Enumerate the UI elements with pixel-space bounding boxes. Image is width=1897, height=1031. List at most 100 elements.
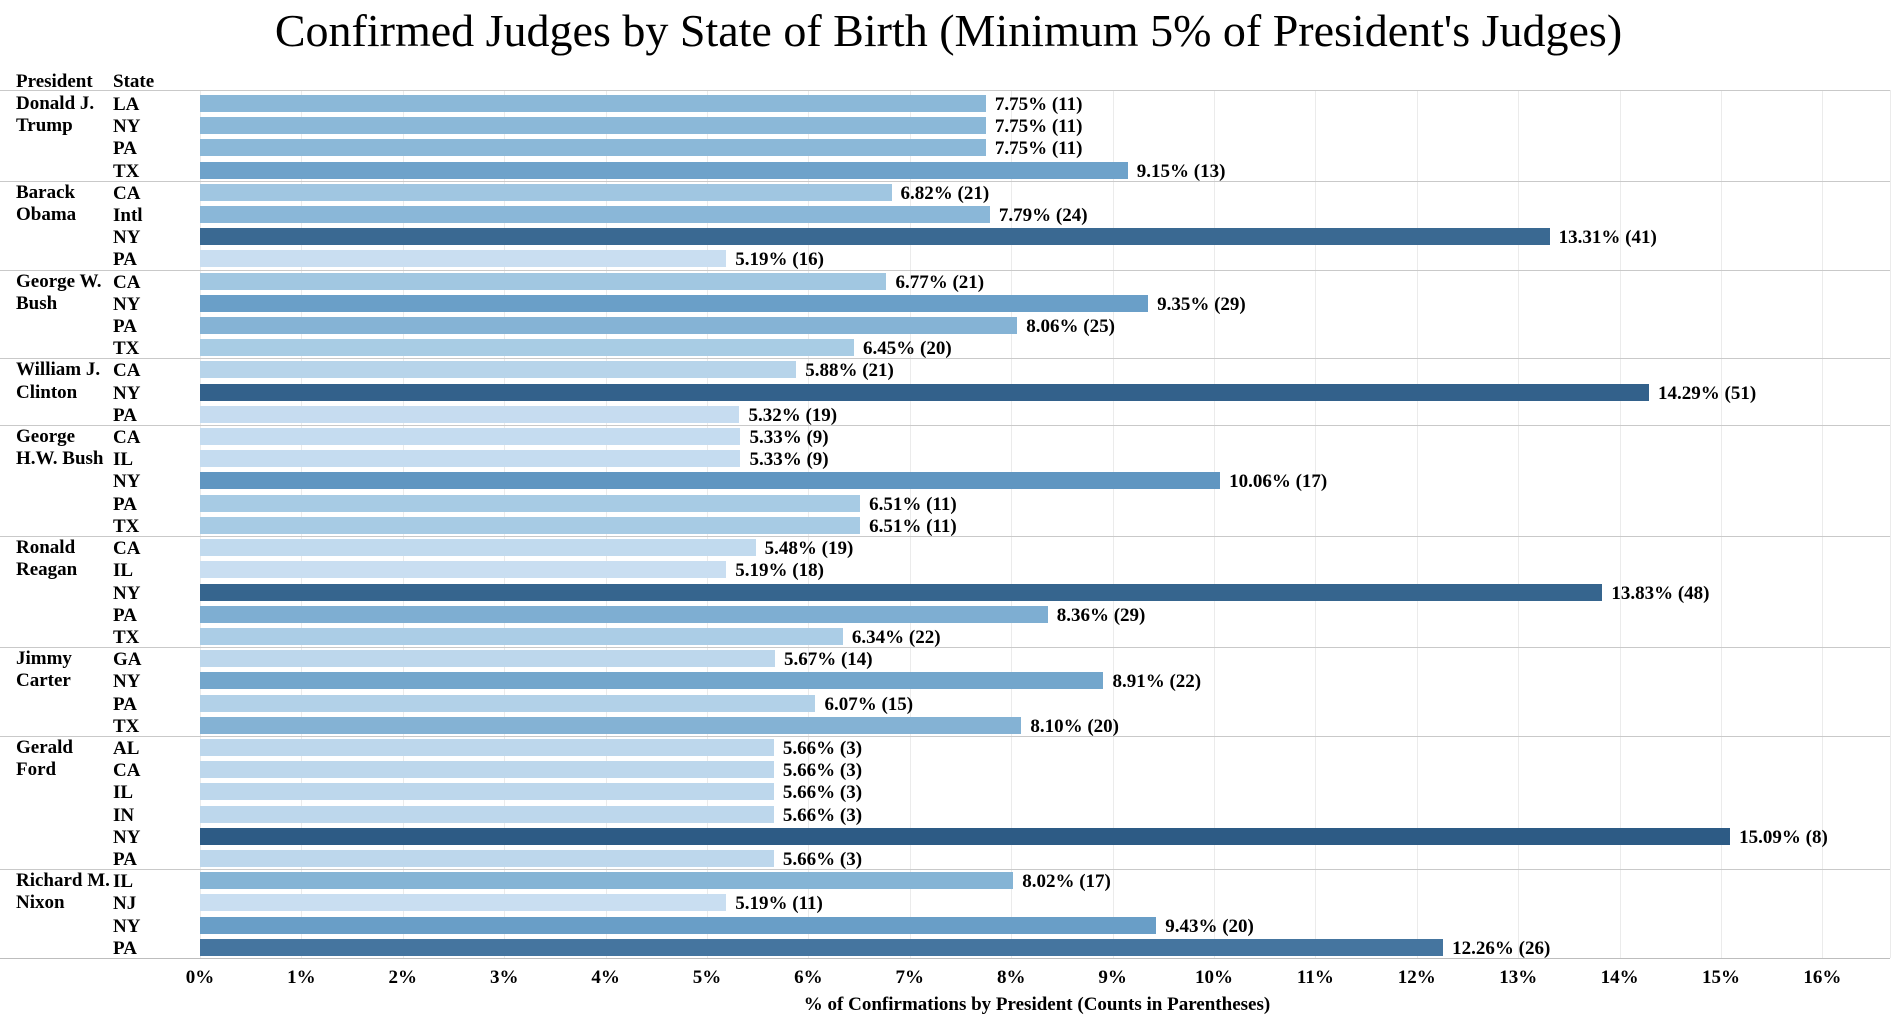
state-label: TX [113,160,140,182]
president-label: William J. Clinton [16,359,101,403]
gridline [1315,90,1317,958]
bar [200,716,1022,734]
group-separator [0,736,1890,737]
bar [200,250,727,268]
bar-value-label: 6.07% (15) [824,693,914,715]
bar-value-label: 5.66% (3) [782,848,863,870]
state-label: TX [113,626,140,648]
president-label: Barack Obama [16,181,77,226]
group-separator [0,425,1890,426]
x-tick-label: 6% [794,967,823,988]
x-axis-line [0,958,1890,959]
bar-value-label: 7.75% (11) [994,94,1083,115]
state-label: IL [113,560,134,582]
state-label: TX [113,338,140,360]
gridline [1822,90,1824,958]
bar [200,494,861,512]
bar [200,450,741,468]
state-label: NY [113,582,141,604]
president-label: George H.W. Bush [16,426,104,470]
bar-value-label: 10.06% (17) [1229,471,1328,493]
bar [200,405,740,423]
bar-value-label: 5.19% (11) [735,893,823,915]
bar [200,938,1444,956]
column-header-president: President [16,71,93,92]
state-label: NY [113,116,141,138]
state-label: NY [113,293,141,315]
bar [200,294,1149,312]
x-tick-label: 4% [591,967,620,988]
state-label: PA [113,249,137,271]
bar-value-label: 6.82% (21) [900,182,990,204]
bar-value-label: 8.10% (20) [1030,715,1119,737]
bar-value-label: 8.91% (22) [1112,671,1202,693]
state-label: PA [113,493,137,515]
group-separator [0,358,1890,359]
bar [200,206,990,224]
president-label: Donald J. Trump [16,93,95,137]
bar [200,605,1048,623]
bar [200,627,843,645]
bar-value-label: 6.77% (21) [895,271,985,293]
x-tick-label: 15% [1702,967,1740,988]
state-label: LA [113,94,140,115]
column-header-state: State [113,71,155,92]
gridline [1011,90,1013,958]
bar [200,117,986,135]
x-tick-label: 1% [287,967,316,988]
x-tick-label: 0% [185,967,215,988]
group-separator [0,647,1890,648]
bar [200,738,774,756]
bar [200,516,861,534]
state-label: PA [113,316,137,338]
group-separator [0,536,1890,537]
x-tick-label: 10% [1195,967,1233,988]
state-label: NY [113,826,141,848]
state-label: NY [113,471,141,493]
gridline-right-edge [1890,90,1891,958]
x-tick-label: 7% [895,967,925,988]
bar-value-label: 5.88% (21) [805,360,894,382]
state-label: CA [113,360,141,382]
bar-value-label: 5.66% (3) [782,782,863,804]
gridline [1518,90,1520,958]
group-separator [0,181,1890,182]
bar-value-label: 8.36% (29) [1056,604,1146,626]
bar-value-label: 13.31% (41) [1558,227,1657,249]
gridline [1416,90,1418,958]
bar-value-label: 5.67% (14) [783,649,873,671]
state-label: PA [113,604,137,626]
bar [200,317,1018,335]
bar [200,827,1731,845]
bar [200,139,986,157]
bar [200,783,774,801]
bar-value-label: 9.15% (13) [1136,160,1226,182]
bar [200,872,1014,890]
state-label: IL [113,449,134,471]
state-label: IL [113,871,134,893]
bar-value-label: 5.32% (19) [748,404,838,426]
x-tick-label: 9% [1098,967,1127,988]
group-separator [0,270,1890,271]
state-label: Intl [113,205,143,227]
bar [200,805,774,823]
bar-value-label: 6.51% (11) [869,515,957,537]
president-label: Richard M. Nixon [16,870,110,914]
bar [200,339,855,357]
bar-value-label: 15.09% (8) [1739,826,1828,848]
bar [200,472,1221,490]
president-label: Jimmy Carter [16,648,72,692]
x-tick-label: 8% [996,967,1026,988]
bar [200,761,774,779]
bar-value-label: 5.66% (3) [782,737,863,759]
x-tick-label: 11% [1296,967,1334,988]
state-label: CA [113,760,141,782]
state-label: PA [113,848,137,870]
state-label: NY [113,382,141,404]
state-label: CA [113,271,141,293]
bar-value-label: 5.33% (9) [749,449,829,471]
bar [200,361,797,379]
bar [200,228,1550,246]
president-label: Gerald Ford [16,736,73,781]
bar [200,383,1649,401]
